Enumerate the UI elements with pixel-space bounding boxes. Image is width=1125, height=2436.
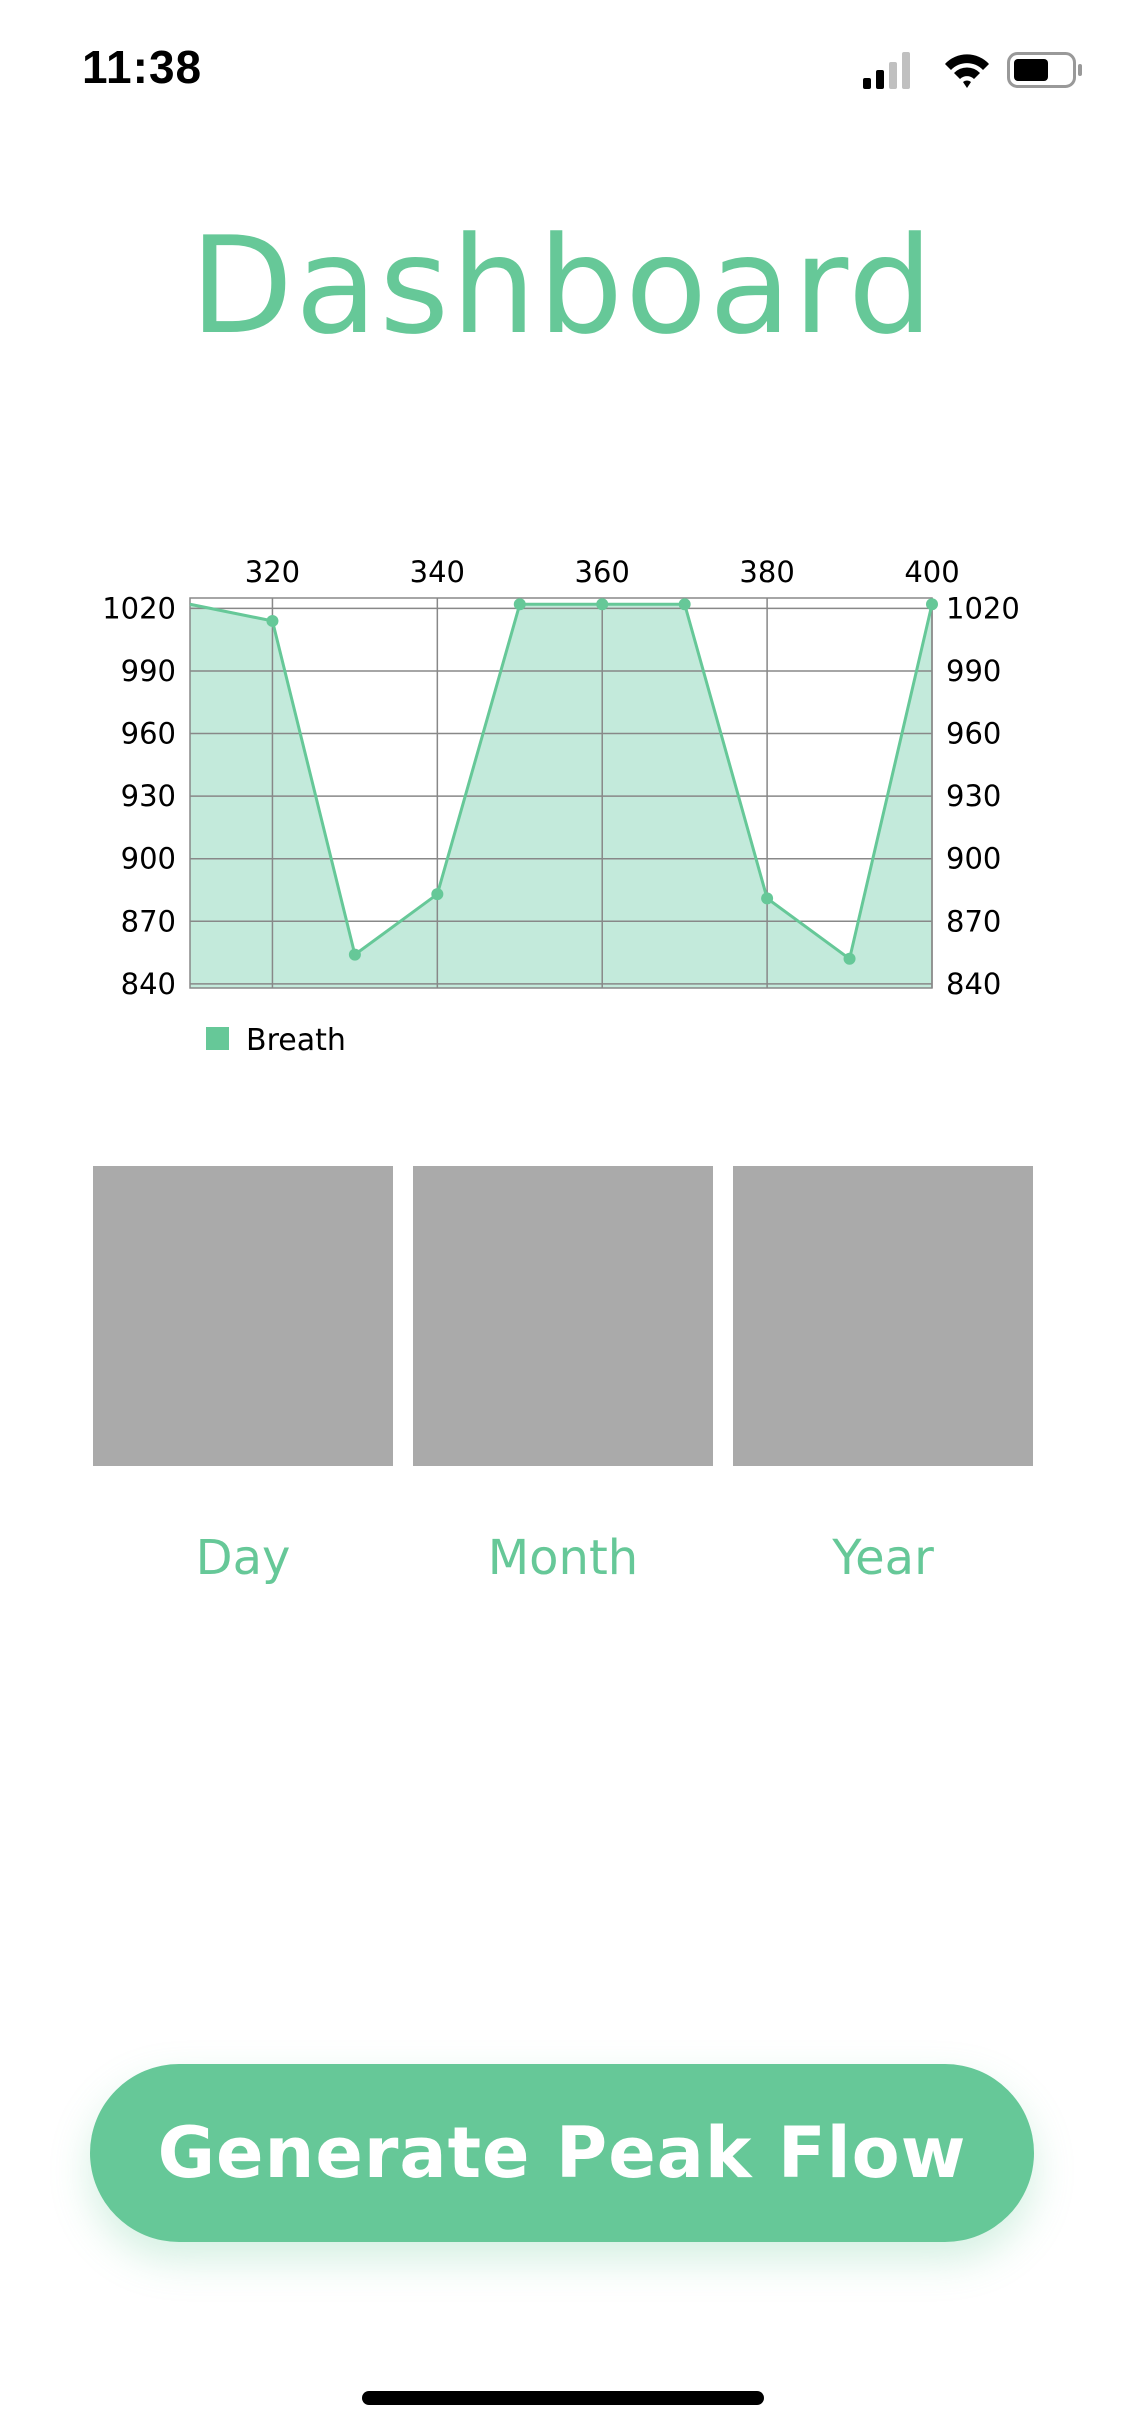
data-point-2 xyxy=(348,948,361,961)
battery-icon xyxy=(1007,52,1082,88)
day-tile[interactable] xyxy=(93,1166,393,1466)
data-point-8 xyxy=(843,952,856,965)
y-tick-label-right-840: 840 xyxy=(946,967,1001,1001)
y-tick-label-right-930: 930 xyxy=(946,779,1001,813)
y-tick-label-left-930: 930 xyxy=(121,779,176,813)
month-label: Month xyxy=(487,1530,639,1586)
plot-border xyxy=(189,597,933,989)
y-tick-label-left-1020: 1020 xyxy=(102,591,176,625)
home-indicator xyxy=(362,2391,764,2405)
data-point-5 xyxy=(596,598,609,611)
cellular-signal-icon xyxy=(863,52,910,89)
data-point-3 xyxy=(431,888,444,901)
data-point-6 xyxy=(678,598,691,611)
x-tick-label-380: 380 xyxy=(739,555,794,589)
y-tick-label-left-960: 960 xyxy=(121,717,176,751)
y-tick-label-right-990: 990 xyxy=(946,654,1001,688)
generate-peak-flow-button[interactable]: Generate Peak Flow xyxy=(90,2064,1034,2242)
y-tick-label-left-840: 840 xyxy=(121,967,176,1001)
year-label: Year xyxy=(832,1530,934,1586)
y-tick-label-left-900: 900 xyxy=(121,842,176,876)
x-tick-label-340: 340 xyxy=(410,555,465,589)
year-tile[interactable] xyxy=(733,1166,1033,1466)
x-tick-label-400: 400 xyxy=(904,555,959,589)
x-tick-label-320: 320 xyxy=(245,555,300,589)
data-point-9 xyxy=(926,598,938,611)
status-time: 11:38 xyxy=(82,41,203,93)
y-tick-label-left-990: 990 xyxy=(121,654,176,688)
page-title: Dashboard xyxy=(190,208,935,364)
month-tile[interactable] xyxy=(413,1166,713,1466)
legend-swatch-breath xyxy=(206,1027,229,1050)
x-tick-label-360: 360 xyxy=(575,555,630,589)
y-tick-label-left-870: 870 xyxy=(121,904,176,938)
status-icons xyxy=(863,52,1082,89)
y-tick-label-right-960: 960 xyxy=(946,717,1001,751)
legend-label-breath: Breath xyxy=(246,1023,346,1058)
y-tick-label-right-870: 870 xyxy=(946,904,1001,938)
wifi-icon xyxy=(945,54,989,88)
data-point-1 xyxy=(266,614,279,627)
day-label: Day xyxy=(195,1530,291,1586)
data-point-4 xyxy=(513,598,526,611)
breath-chart: 320 340 360 380 400 840 840 870 870 900 900 930 930 9… xyxy=(102,555,1020,1058)
series-line-breath xyxy=(189,602,934,962)
y-tick-label-right-1020: 1020 xyxy=(946,591,1020,625)
data-point-7 xyxy=(761,892,774,905)
y-tick-label-right-900: 900 xyxy=(946,842,1001,876)
